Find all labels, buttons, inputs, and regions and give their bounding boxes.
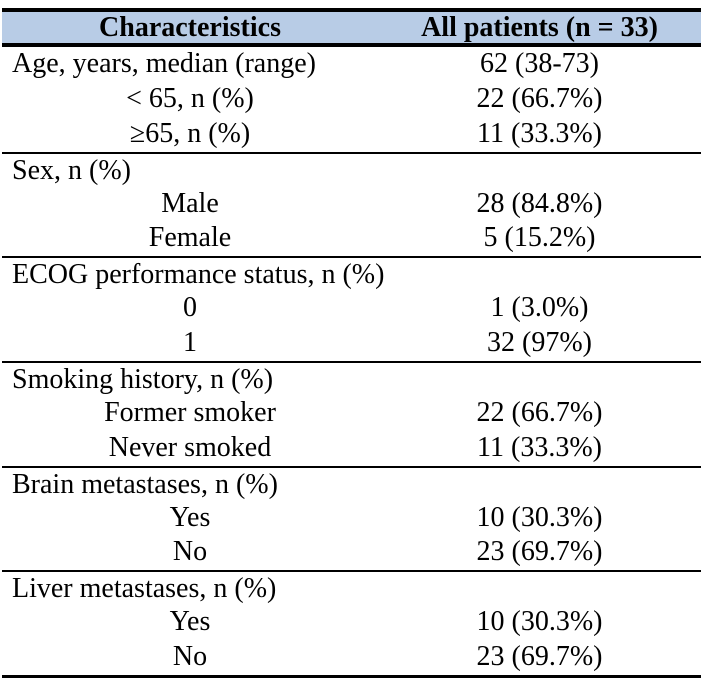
value-cell: 1 (3.0%) xyxy=(490,292,589,324)
characteristic-cell: Former smoker xyxy=(104,396,276,428)
table-top-border xyxy=(2,8,701,12)
value-cell: 10 (30.3%) xyxy=(476,606,603,638)
value-cell: 22 (66.7%) xyxy=(476,82,603,114)
value-cell xyxy=(378,572,701,605)
table-header-row: Characteristics All patients (n = 33) xyxy=(2,12,701,43)
value-cell: 22 (66.7%) xyxy=(476,396,603,428)
table-row: Age, years, median (range) 62 (38-73) xyxy=(2,47,701,82)
characteristic-cell: No xyxy=(172,641,208,673)
characteristic-cell: Brain metastases, n (%) xyxy=(12,468,278,500)
table-row: Brain metastases, n (%) xyxy=(2,465,701,501)
table-row: No 23 (69.7%) xyxy=(2,535,701,571)
table-row: 1 32 (97%) xyxy=(2,326,701,362)
table-row: ≥65, n (%) 11 (33.3%) xyxy=(2,116,701,152)
characteristic-cell: Sex, n (%) xyxy=(12,154,131,186)
header-characteristics: Characteristics xyxy=(99,12,281,43)
value-cell: 32 (97%) xyxy=(487,327,592,359)
value-cell xyxy=(378,363,701,396)
characteristic-cell: Yes xyxy=(169,501,211,533)
characteristic-cell: ≥65, n (%) xyxy=(129,117,251,149)
table-row: 0 1 (3.0%) xyxy=(2,291,701,327)
value-cell: 10 (30.3%) xyxy=(476,501,603,533)
characteristic-cell: Liver metastases, n (%) xyxy=(12,573,277,605)
characteristic-cell: Smoking history, n (%) xyxy=(12,364,274,396)
value-cell: 11 (33.3%) xyxy=(477,431,602,463)
table-row: Male 28 (84.8%) xyxy=(2,186,701,222)
table-row: Former smoker 22 (66.7%) xyxy=(2,395,701,431)
value-cell: 28 (84.8%) xyxy=(476,187,603,219)
characteristic-cell: < 65, n (%) xyxy=(126,82,254,114)
value-cell: 11 (33.3%) xyxy=(477,117,602,149)
table-row: Sex, n (%) xyxy=(2,151,701,187)
table-row: Yes 10 (30.3%) xyxy=(2,605,701,641)
table-row: Yes 10 (30.3%) xyxy=(2,500,701,536)
table-row: Never smoked 11 (33.3%) xyxy=(2,430,701,466)
characteristic-cell: Yes xyxy=(169,606,211,638)
header-bottom-border xyxy=(2,43,701,47)
table-bottom-border xyxy=(2,675,701,679)
table-body: Age, years, median (range) 62 (38-73) < 65… xyxy=(2,47,701,676)
characteristic-cell: Female xyxy=(148,222,232,254)
value-cell: 5 (15.2%) xyxy=(483,222,596,254)
value-cell xyxy=(378,258,701,291)
characteristic-cell: Male xyxy=(161,187,219,219)
characteristic-cell: Never smoked xyxy=(108,431,272,463)
header-all-patients: All patients (n = 33) xyxy=(421,12,658,43)
patient-characteristics-table: Characteristics All patients (n = 33) Ag… xyxy=(2,8,701,679)
value-cell: 23 (69.7%) xyxy=(476,536,603,568)
characteristic-cell: 0 xyxy=(183,292,197,324)
value-cell xyxy=(378,468,701,501)
value-cell: 23 (69.7%) xyxy=(476,641,603,673)
characteristic-cell: Age, years, median (range) xyxy=(12,48,316,79)
characteristic-cell: 1 xyxy=(183,327,197,359)
table-row: ECOG performance status, n (%) xyxy=(2,256,701,292)
value-cell xyxy=(378,154,701,187)
value-cell: 62 (38-73) xyxy=(480,48,599,79)
characteristic-cell: No xyxy=(172,536,208,568)
table-row: Female 5 (15.2%) xyxy=(2,221,701,257)
table-row: Smoking history, n (%) xyxy=(2,361,701,396)
table-row: Liver metastases, n (%) xyxy=(2,570,701,606)
table-row: No 23 (69.7%) xyxy=(2,640,701,676)
table-row: < 65, n (%) 22 (66.7%) xyxy=(2,81,701,117)
characteristic-cell: ECOG performance status, n (%) xyxy=(12,259,385,291)
